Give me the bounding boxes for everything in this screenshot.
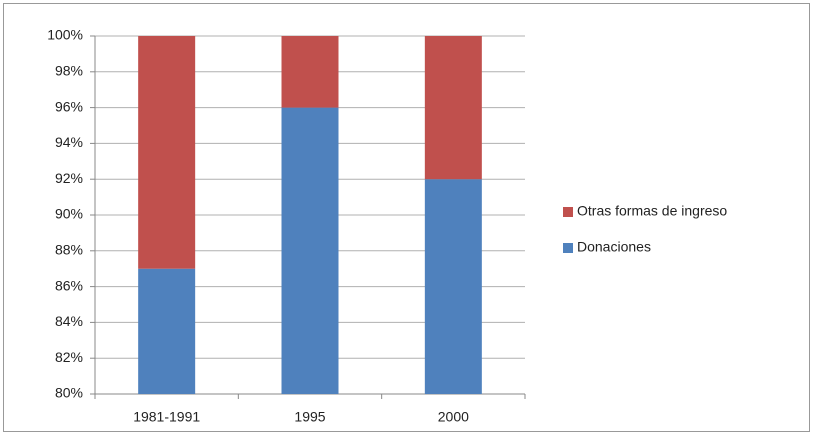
y-tick-label: 96% (55, 98, 83, 114)
bars (138, 36, 482, 394)
bar-segment (281, 36, 339, 108)
x-tick-label: 1981-1991 (133, 409, 200, 425)
bar-segment (138, 268, 196, 394)
y-tick-label: 100% (47, 27, 83, 43)
legend-swatch (563, 207, 573, 217)
chart-frame (3, 3, 810, 432)
y-tick-label: 84% (55, 313, 83, 329)
bar-segment (424, 36, 482, 180)
legend-label: Donaciones (577, 239, 651, 255)
bar-segment (424, 179, 482, 394)
x-tick-label: 2000 (438, 409, 469, 425)
bar-segment (281, 107, 339, 394)
bar-segment (138, 36, 196, 269)
labels: 80% 82% 84% 86% 88% 90% 92% 94% 96% 98% 100% 1981-1… (47, 27, 727, 425)
y-tick-label: 86% (55, 277, 83, 293)
y-tick-label: 98% (55, 63, 83, 79)
x-tick-label: 1995 (294, 409, 325, 425)
y-tick-label: 82% (55, 349, 83, 365)
y-tick-label: 94% (55, 134, 83, 150)
legend-label: Otras formas de ingreso (577, 203, 727, 219)
legend-swatch (563, 243, 573, 253)
y-tick-label: 80% (55, 385, 83, 401)
y-tick-label: 88% (55, 242, 83, 258)
y-tick-label: 92% (55, 170, 83, 186)
y-tick-label: 90% (55, 206, 83, 222)
